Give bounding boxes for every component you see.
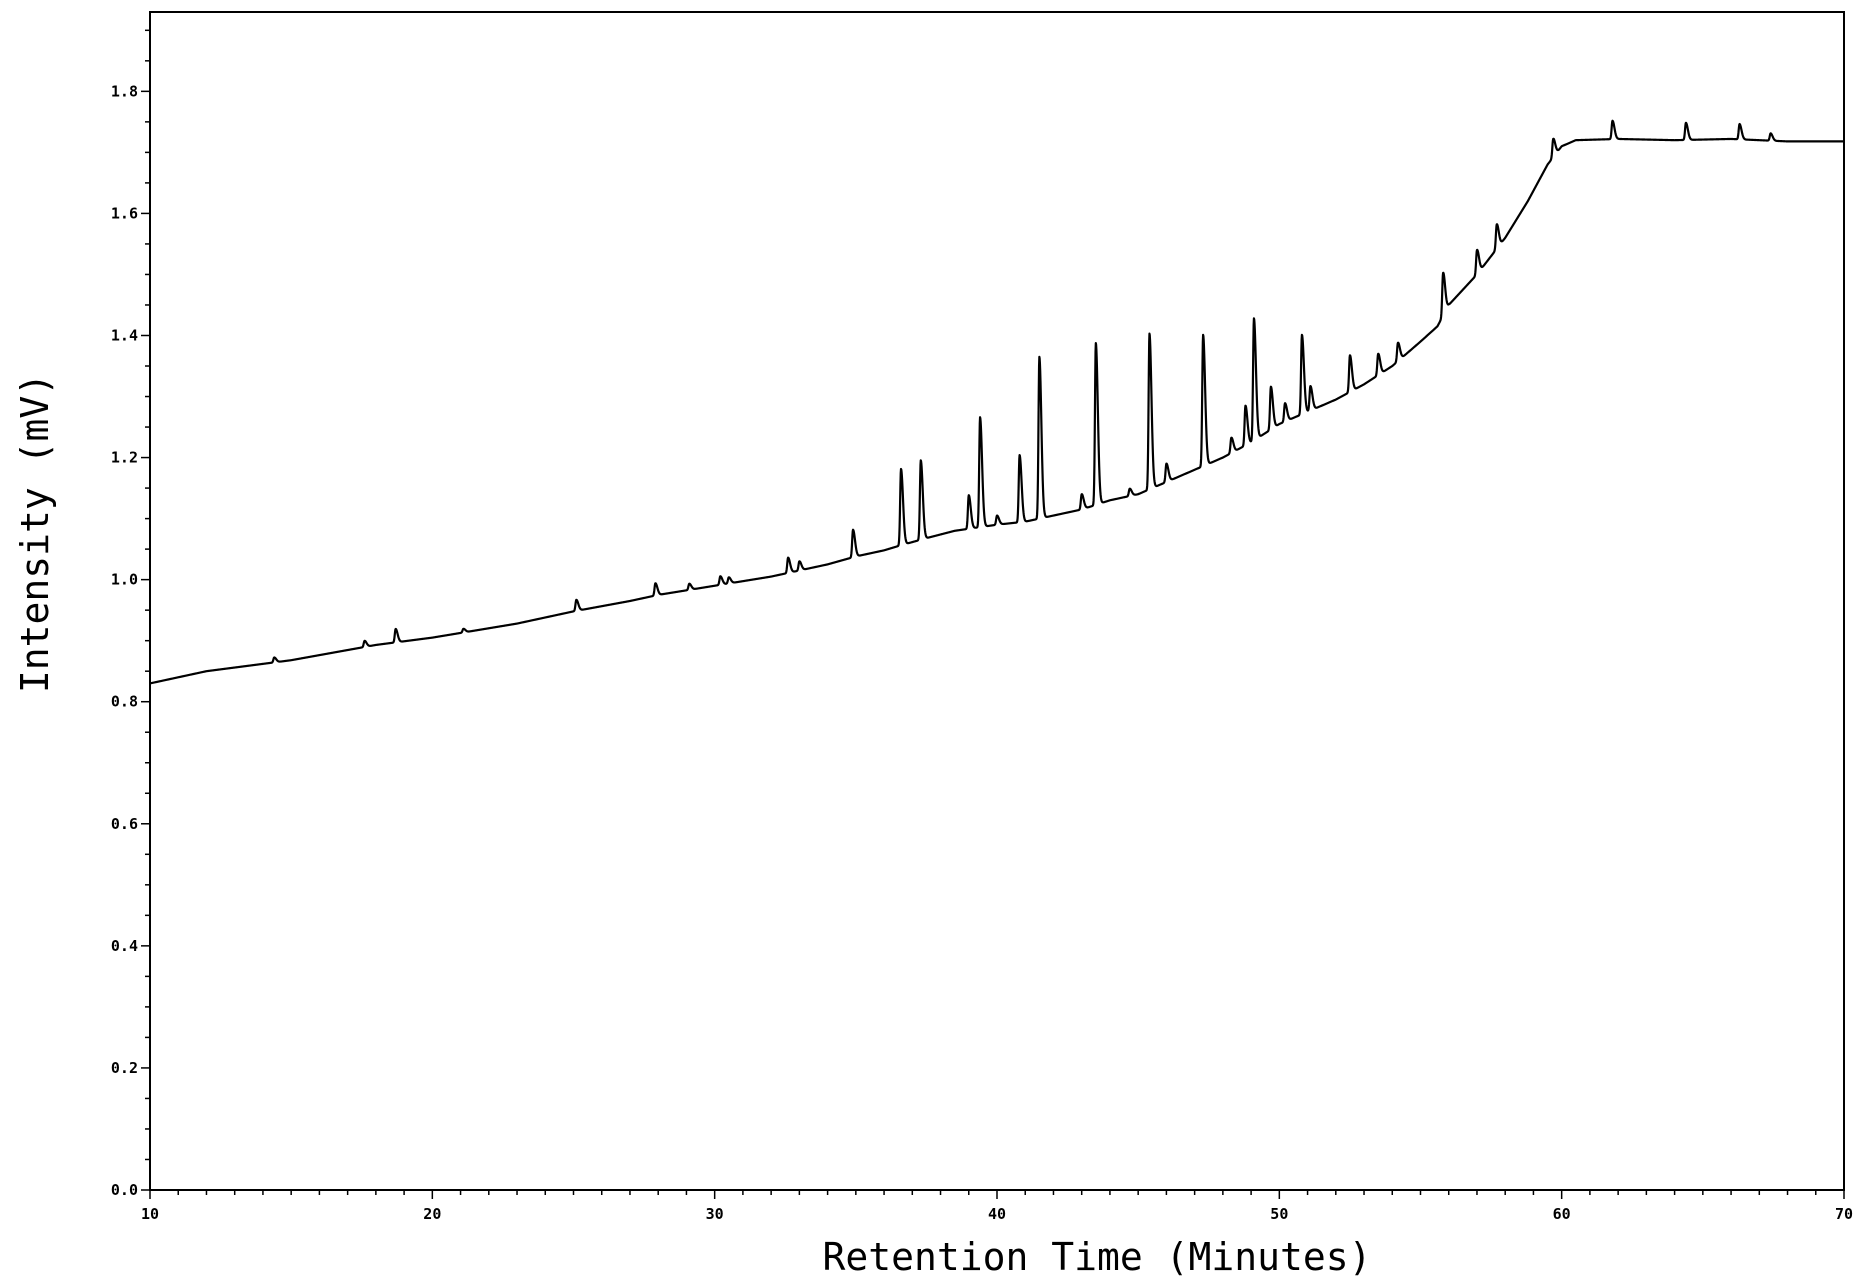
- x-tick-label: 20: [423, 1205, 441, 1223]
- y-tick-label: 1.0: [111, 571, 138, 589]
- y-tick-label: 0.0: [111, 1181, 138, 1199]
- x-tick-label: 70: [1835, 1205, 1853, 1223]
- y-tick-label: 0.2: [111, 1059, 138, 1077]
- y-tick-label: 1.8: [111, 82, 138, 100]
- y-tick-label: 0.8: [111, 693, 138, 711]
- y-tick-label: 0.4: [111, 937, 138, 955]
- signal-trace: [149, 119, 1845, 685]
- y-axis-label: Intensity (mV): [13, 373, 57, 693]
- plot-frame: [149, 11, 1845, 1191]
- x-tick-label: 40: [988, 1205, 1006, 1223]
- axis-tick-labels: 10 20 30 40 50 60 70 0.0 0.2 0.4 0.6 0.8 1.0 1.2 1.4 1.…: [111, 82, 1853, 1223]
- y-tick-label: 1.6: [111, 204, 138, 222]
- x-tick-label: 30: [706, 1205, 724, 1223]
- y-tick-label: 1.4: [111, 326, 138, 344]
- x-tick-label: 60: [1553, 1205, 1571, 1223]
- y-tick-label: 1.2: [111, 449, 138, 467]
- y-tick-label: 0.6: [111, 815, 138, 833]
- x-axis-label: Retention Time (Minutes): [822, 1235, 1371, 1279]
- x-tick-label: 50: [1270, 1205, 1288, 1223]
- x-tick-label: 10: [141, 1205, 159, 1223]
- axis-ticks: [141, 29, 1845, 1199]
